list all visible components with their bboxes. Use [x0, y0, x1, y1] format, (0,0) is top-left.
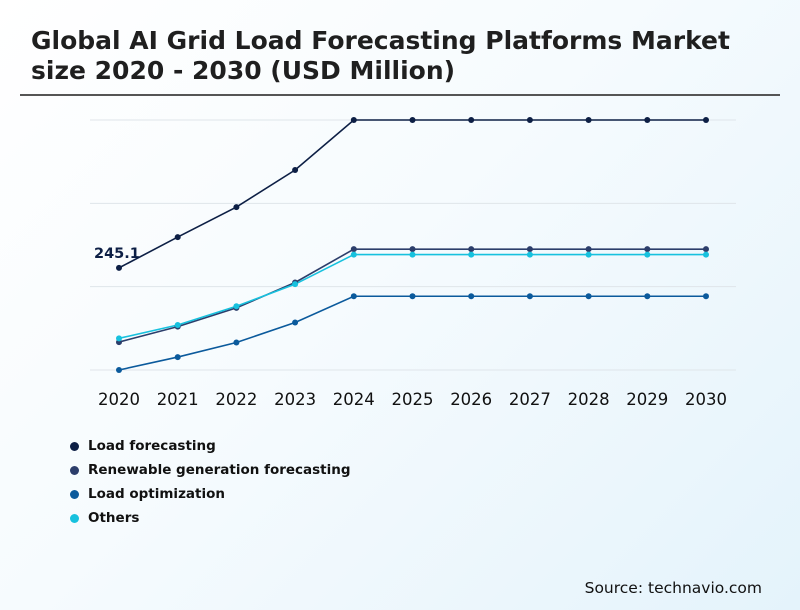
x-tick-label: 2026 — [450, 390, 492, 409]
data-point — [644, 251, 651, 258]
data-point — [116, 264, 122, 271]
data-point — [174, 234, 181, 241]
legend-label: Load optimization — [88, 486, 225, 502]
legend-marker-icon — [70, 465, 79, 475]
data-point — [585, 246, 592, 253]
data-point — [350, 117, 357, 123]
data-point — [409, 117, 416, 123]
data-point — [526, 117, 533, 123]
data-point — [644, 246, 651, 253]
data-point — [233, 303, 240, 310]
x-tick-label: 2030 — [685, 390, 727, 409]
x-tick-label: 2028 — [568, 390, 610, 409]
data-point — [526, 293, 533, 300]
legend-label: Renewable generation forecasting — [88, 462, 351, 478]
legend-label: Others — [88, 510, 140, 526]
data-point — [703, 246, 709, 253]
legend-label: Load forecasting — [88, 438, 216, 454]
data-label: 245.1 — [94, 246, 140, 262]
chart-title: Global AI Grid Load Forecasting Platform… — [31, 26, 730, 85]
data-point — [350, 251, 357, 258]
data-point — [233, 204, 240, 211]
series-line-load-forecasting — [118, 119, 706, 269]
x-tick-label: 2023 — [274, 390, 316, 409]
legend-item: Load optimization — [70, 482, 351, 506]
data-point — [644, 117, 651, 123]
legend-marker-icon — [70, 441, 79, 451]
data-point — [468, 117, 475, 123]
legend-marker-icon — [70, 489, 79, 499]
data-point — [703, 293, 709, 300]
data-point — [585, 293, 592, 300]
x-tick-label: 2020 — [98, 390, 140, 409]
data-point — [292, 281, 299, 288]
data-point — [703, 251, 709, 258]
legend-item: Others — [70, 506, 351, 530]
x-tick-label: 2027 — [509, 390, 551, 409]
data-point — [350, 293, 357, 300]
x-tick-label: 2025 — [392, 390, 434, 409]
series-line-load-optimization — [118, 295, 706, 371]
title-divider — [20, 94, 780, 96]
line-chart: 245.1 2020 2021 2022 2023 2024 2025 2026 2027 20… — [90, 117, 736, 409]
x-tick-label: 2024 — [333, 390, 375, 409]
data-point — [468, 251, 475, 258]
data-point — [526, 246, 533, 253]
source-note: Source: technavio.com — [584, 579, 762, 597]
data-point — [174, 354, 181, 361]
data-point — [644, 293, 651, 300]
chart-legend: Load forecasting Renewable generation for… — [70, 434, 351, 530]
legend-marker-icon — [70, 513, 79, 523]
data-point — [585, 117, 592, 123]
x-tick-label: 2022 — [215, 390, 257, 409]
data-point — [116, 335, 122, 342]
data-point — [409, 251, 416, 258]
data-point — [350, 246, 357, 253]
data-point — [233, 339, 240, 346]
data-point — [585, 251, 592, 258]
data-point — [292, 319, 299, 326]
legend-item: Renewable generation forecasting — [70, 458, 351, 482]
data-point — [703, 117, 709, 123]
data-point — [409, 293, 416, 300]
data-point — [116, 367, 122, 373]
data-point — [526, 251, 533, 258]
x-tick-label: 2021 — [157, 390, 199, 409]
data-point — [292, 167, 299, 173]
legend-item: Load forecasting — [70, 434, 351, 458]
data-point — [468, 246, 475, 253]
data-point — [468, 293, 475, 300]
data-point — [409, 246, 416, 253]
x-tick-label: 2029 — [626, 390, 668, 409]
data-point — [174, 322, 181, 328]
